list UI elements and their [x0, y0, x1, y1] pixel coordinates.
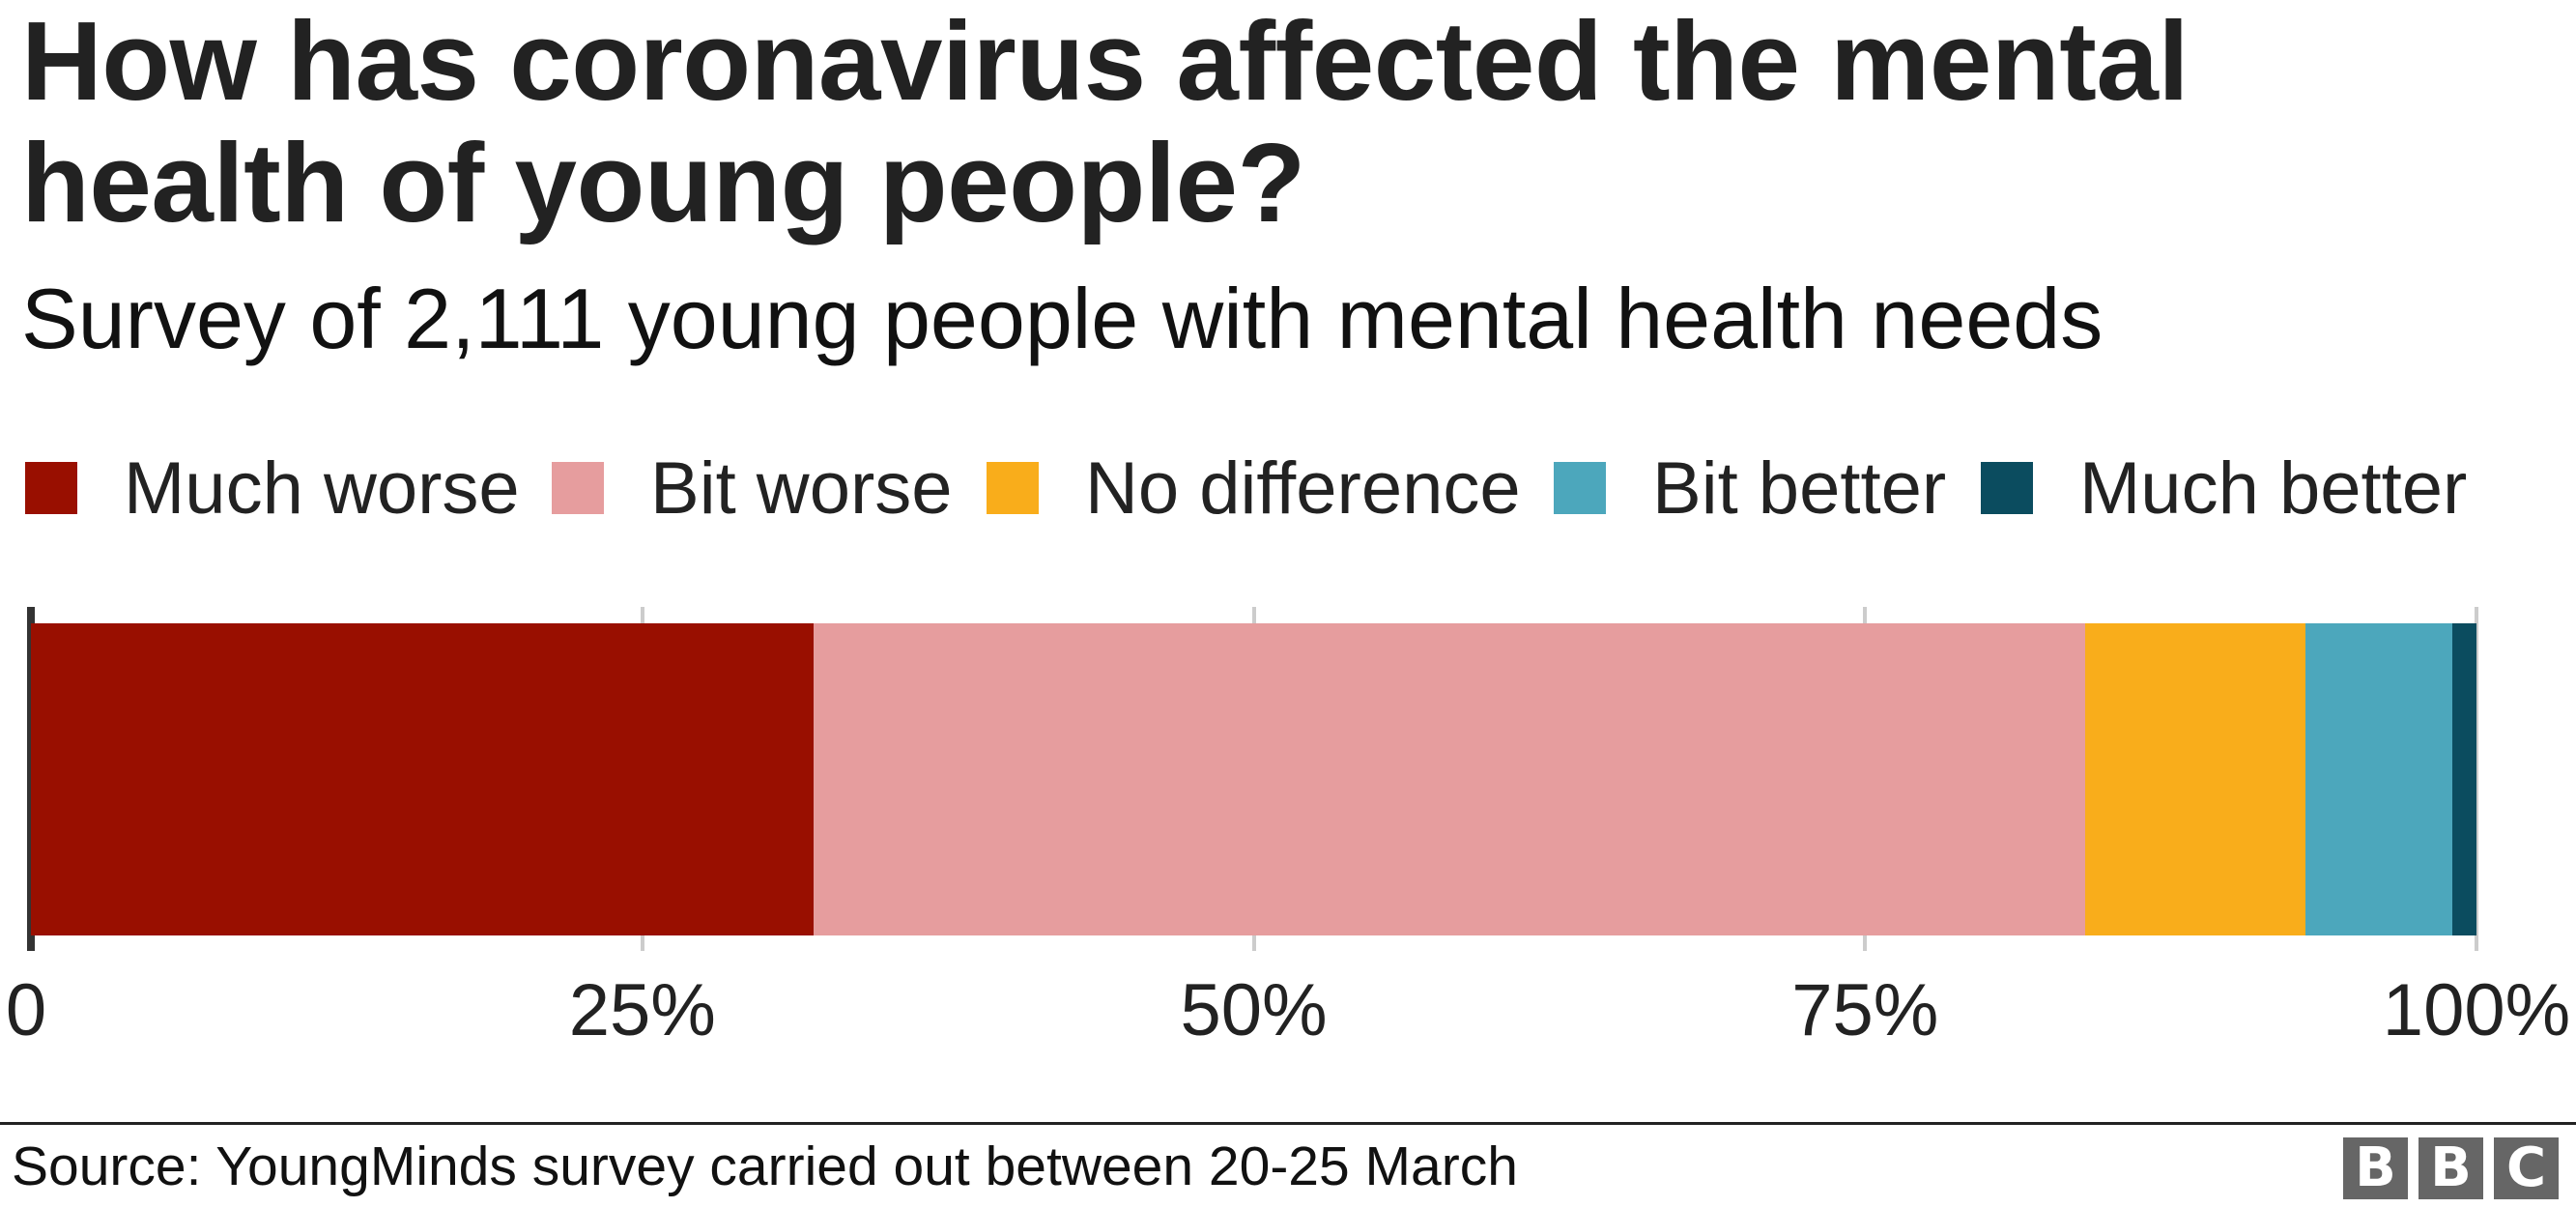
bar-segment-bit-worse: [813, 623, 2086, 935]
bbc-logo-block: B: [2419, 1137, 2483, 1199]
x-tick-label: 25%: [568, 969, 716, 1051]
footer-divider: [0, 1122, 2576, 1125]
legend: Much worse Bit worse No difference Bit bett…: [0, 447, 2576, 530]
legend-label: Bit worse: [650, 447, 953, 530]
legend-label: Bit better: [1652, 447, 1947, 530]
bar-segment-no-difference: [2085, 623, 2305, 935]
bar-segment-much-worse: [31, 623, 814, 935]
title-line-2: health of young people?: [21, 120, 1305, 245]
x-tick-label: 0: [5, 969, 47, 1051]
chart-subtitle: Survey of 2,111 young people with mental…: [21, 271, 2104, 366]
title-line-1: How has coronavirus affected the mental: [21, 0, 2190, 124]
legend-swatch: [987, 462, 1039, 514]
bar-segment-much-better: [2451, 623, 2476, 935]
legend-swatch: [25, 462, 77, 514]
legend-swatch: [1981, 462, 2033, 514]
x-tick-label: 50%: [1180, 969, 1328, 1051]
chart-title: How has coronavirus affected the mental …: [21, 0, 2533, 244]
legend-swatch: [552, 462, 604, 514]
bbc-logo-block: C: [2494, 1137, 2559, 1199]
legend-swatch: [1554, 462, 1606, 514]
bbc-logo-block: B: [2343, 1137, 2408, 1199]
stacked-bar: [31, 623, 2476, 935]
bar-segment-bit-better: [2304, 623, 2452, 935]
legend-label: Much better: [2079, 447, 2468, 530]
legend-label: No difference: [1085, 447, 1521, 530]
x-tick-label: 100%: [2382, 969, 2571, 1051]
x-tick-label: 75%: [1791, 969, 1939, 1051]
legend-label: Much worse: [124, 447, 520, 530]
source-note: Source: YoungMinds survey carried out be…: [12, 1136, 1518, 1197]
